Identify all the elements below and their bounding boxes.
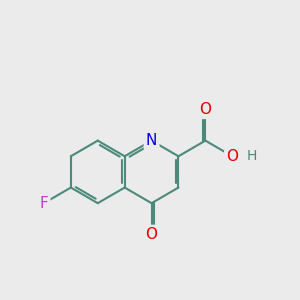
Text: O: O xyxy=(146,227,158,242)
Text: H: H xyxy=(247,149,257,163)
Text: O: O xyxy=(226,149,238,164)
Text: O: O xyxy=(200,102,211,117)
Text: N: N xyxy=(146,133,157,148)
Text: F: F xyxy=(40,196,48,211)
